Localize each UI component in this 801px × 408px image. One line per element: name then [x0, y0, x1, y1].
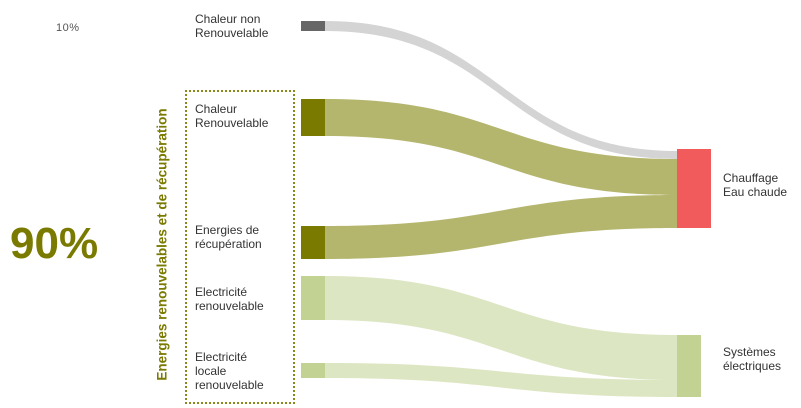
- target-label-chauffage-eau-chaude: Chauffage Eau chaude: [723, 171, 788, 199]
- target-label-systemes-electriques: Systèmes électriques: [723, 345, 782, 373]
- target-node-chauffage-eau-chaude: [677, 149, 711, 228]
- source-label-chaleur-non-renouvelable: Chaleur non Renouvelable: [195, 12, 269, 40]
- flow-chaleur-renouvelable-to-chauffage-eau-chaude: [325, 99, 677, 195]
- group-label: Energies renouvelables et de récupératio…: [154, 107, 170, 381]
- renewable-group-box: [185, 90, 295, 404]
- source-node-chaleur-non-renouvelable: [301, 21, 325, 31]
- flow-electricite-renouvelable-to-systemes-electriques: [325, 276, 677, 380]
- group-label-container: Energies renouvelables et de récupératio…: [152, 80, 172, 408]
- flow-energies-de-recuperation-to-chauffage-eau-chaude: [325, 195, 677, 259]
- non-renewable-share: 10%: [56, 22, 80, 34]
- target-node-systemes-electriques: [677, 335, 701, 397]
- flow-electricite-locale-renouvelable-to-systemes-electriques: [325, 363, 677, 397]
- source-node-energies-de-recuperation: [301, 226, 325, 259]
- source-label-energies-de-recuperation: Energies de récupération: [195, 223, 262, 251]
- renewable-share: 90%: [10, 219, 99, 268]
- flow-chaleur-non-renouvelable-to-chauffage-eau-chaude: [325, 21, 677, 159]
- source-node-electricite-locale-renouvelable: [301, 363, 325, 378]
- source-node-electricite-renouvelable: [301, 276, 325, 320]
- source-node-chaleur-renouvelable: [301, 99, 325, 136]
- source-label-electricite-renouvelable: Electricité renouvelable: [195, 285, 264, 313]
- source-label-chaleur-renouvelable: Chaleur Renouvelable: [195, 102, 269, 130]
- source-label-electricite-locale-renouvelable: Electricité locale renouvelable: [195, 350, 264, 392]
